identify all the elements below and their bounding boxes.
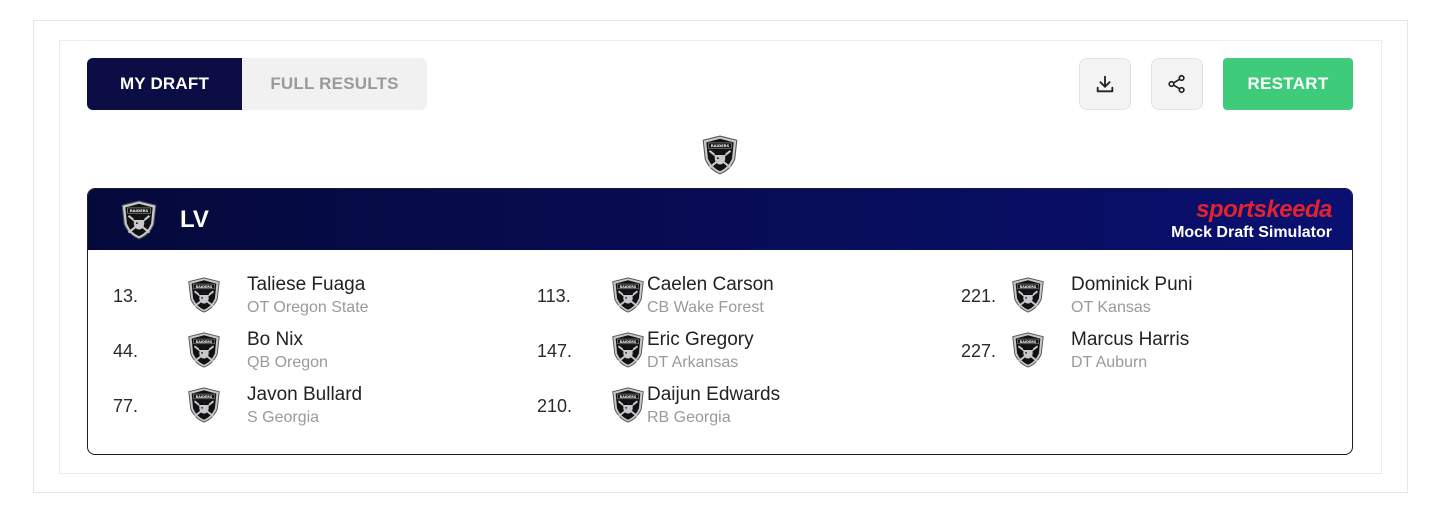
pick-number: 113. xyxy=(537,286,571,306)
player-name: Bo Nix xyxy=(247,329,303,350)
raiders-logo-icon xyxy=(609,276,647,314)
download-icon xyxy=(1096,75,1114,93)
raiders-logo-icon xyxy=(118,199,160,241)
download-button[interactable] xyxy=(1079,58,1131,110)
share-icon xyxy=(1168,74,1185,94)
team-abbreviation: LV xyxy=(180,206,209,233)
tab-full-results[interactable]: FULL RESULTS xyxy=(242,58,427,110)
player-position-school: RB Georgia xyxy=(647,409,731,426)
pick-number: 210. xyxy=(537,396,573,416)
pick-number: 147. xyxy=(537,341,573,361)
player-position-school: OT Kansas xyxy=(1071,299,1151,316)
raiders-logo-icon xyxy=(609,331,647,369)
pick-number: 77. xyxy=(113,396,139,416)
player-name: Marcus Harris xyxy=(1071,329,1190,350)
draft-card: LV sportskeeda Mock Draft Simulator 13. … xyxy=(87,188,1353,455)
player-name: Taliese Fuaga xyxy=(247,274,366,295)
player-name: Eric Gregory xyxy=(647,329,754,350)
share-button[interactable] xyxy=(1151,58,1203,110)
brand-subtitle: Mock Draft Simulator xyxy=(1171,224,1332,241)
raiders-logo-icon xyxy=(609,386,647,424)
pick-row: 44. Bo Nix QB Oregon xyxy=(113,329,513,379)
card-header: LV sportskeeda Mock Draft Simulator xyxy=(88,189,1352,250)
raiders-logo-icon xyxy=(1009,276,1047,314)
raiders-logo-icon xyxy=(1009,331,1047,369)
raiders-logo-icon xyxy=(185,331,223,369)
player-name: Javon Bullard xyxy=(247,384,363,405)
draft-tabs: MY DRAFT FULL RESULTS xyxy=(87,58,427,110)
pick-row: 13. Taliese Fuaga OT Oregon State xyxy=(113,274,513,324)
player-name: Caelen Carson xyxy=(647,274,774,295)
player-name: Daijun Edwards xyxy=(647,384,781,405)
pick-number: 13. xyxy=(113,286,139,306)
pick-number: 221. xyxy=(961,286,997,306)
player-position-school: S Georgia xyxy=(247,409,320,426)
player-position-school: OT Oregon State xyxy=(247,299,369,316)
pick-row: 77. Javon Bullard S Georgia xyxy=(113,384,513,434)
tab-my-draft[interactable]: MY DRAFT xyxy=(87,58,242,110)
pick-number: 44. xyxy=(113,341,139,361)
player-position-school: QB Oregon xyxy=(247,354,328,371)
player-position-school: CB Wake Forest xyxy=(647,299,764,316)
team-logo-icon xyxy=(699,134,741,176)
pick-row: 113. Caelen Carson CB Wake Forest xyxy=(537,274,937,324)
brand-logo: sportskeeda xyxy=(1196,196,1332,223)
player-name: Dominick Puni xyxy=(1071,274,1193,295)
restart-button[interactable]: RESTART xyxy=(1223,58,1353,110)
brand-block: sportskeeda Mock Draft Simulator xyxy=(1171,197,1332,243)
player-position-school: DT Auburn xyxy=(1071,354,1148,371)
pick-row: 221. Dominick Puni OT Kansas xyxy=(961,274,1352,324)
pick-row: 227. Marcus Harris DT Auburn xyxy=(961,329,1352,379)
pick-row: 147. Eric Gregory DT Arkansas xyxy=(537,329,937,379)
pick-row: 210. Daijun Edwards RB Georgia xyxy=(537,384,937,434)
player-position-school: DT Arkansas xyxy=(647,354,739,371)
raiders-logo-icon xyxy=(185,276,223,314)
pick-number: 227. xyxy=(961,341,997,361)
raiders-logo-icon xyxy=(185,386,223,424)
